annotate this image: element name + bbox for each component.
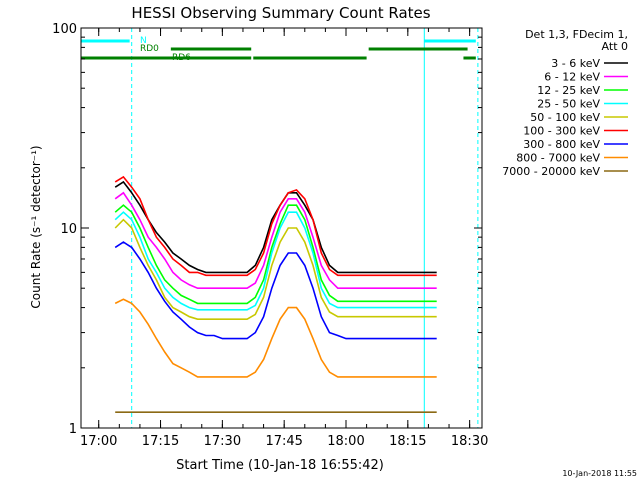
series-line-50-100-kev bbox=[114, 218, 437, 321]
legend-label: 100 - 300 keV bbox=[523, 125, 600, 138]
x-tick-label: 18:00 bbox=[327, 434, 364, 449]
y-tick-label: 100 bbox=[52, 22, 77, 37]
x-tick-label: 17:15 bbox=[142, 434, 179, 449]
flag-label-rd6: RD6 bbox=[172, 53, 191, 63]
y-tick-label: 10 bbox=[60, 222, 77, 237]
x-tick-label: 17:45 bbox=[265, 434, 302, 449]
legend-label: 300 - 800 keV bbox=[523, 138, 600, 151]
flag-label-n: N bbox=[140, 36, 147, 46]
legend-header: Att 0 bbox=[602, 40, 628, 53]
footer-date: 10-Jan-2018 11:55 bbox=[562, 469, 637, 478]
y-tick-label: 1 bbox=[69, 422, 77, 437]
x-tick-label: 17:30 bbox=[204, 434, 241, 449]
legend-label: 50 - 100 keV bbox=[530, 111, 600, 124]
x-axis-label: Start Time (10-Jan-18 16:55:42) bbox=[176, 458, 384, 473]
x-tick-label: 17:00 bbox=[80, 434, 117, 449]
chart-title: HESSI Observing Summary Count Rates bbox=[131, 4, 430, 22]
series-line-6-12-kev bbox=[114, 191, 437, 290]
y-axis-label: Count Rate (s⁻¹ detector⁻¹) bbox=[29, 145, 43, 308]
legend-label: 6 - 12 keV bbox=[544, 71, 600, 84]
x-tick-label: 18:30 bbox=[451, 434, 488, 449]
series-line-300-800-kev bbox=[114, 241, 437, 340]
legend-header: Det 1,3, FDecim 1, bbox=[525, 28, 628, 41]
legend-label: 25 - 50 keV bbox=[537, 98, 600, 111]
series-line-12-25-kev bbox=[114, 204, 437, 305]
flag-label-rd0: RD0 bbox=[140, 44, 159, 54]
series-line-3-6-kev bbox=[114, 180, 437, 274]
x-tick-label: 18:15 bbox=[389, 434, 426, 449]
series-line-25-50-kev bbox=[114, 211, 437, 311]
plot-frame bbox=[80, 27, 483, 429]
legend-label: 7000 - 20000 keV bbox=[502, 165, 600, 178]
legend-label: 800 - 7000 keV bbox=[516, 152, 600, 165]
series-line-800-7000-kev bbox=[114, 298, 437, 378]
axes-layer: 17:00 17:15 17:30 17:45 18:00 18:15 18:30 1 10 10… bbox=[52, 22, 488, 449]
legend-label: 3 - 6 keV bbox=[551, 57, 600, 70]
legend-label: 12 - 25 keV bbox=[537, 84, 600, 97]
series-line-100-300-kev bbox=[114, 175, 437, 277]
